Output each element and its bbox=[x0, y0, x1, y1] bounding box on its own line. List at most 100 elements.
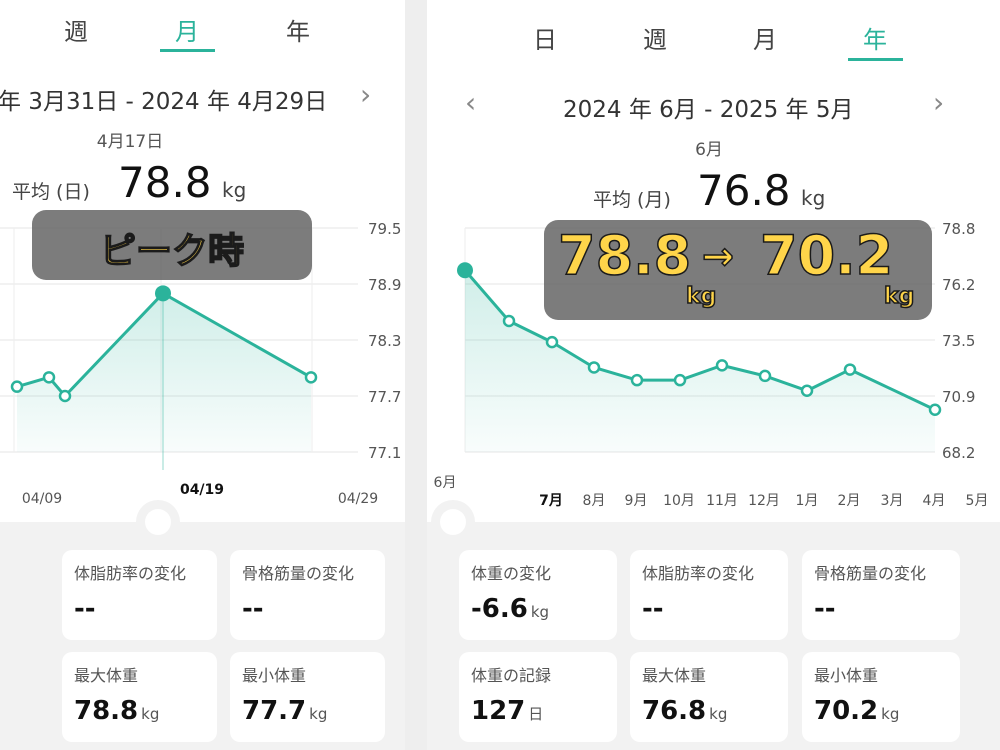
data-point bbox=[928, 403, 942, 416]
x-tick-label: 11月 bbox=[706, 493, 738, 509]
card-title: 体脂肪率の変化 bbox=[74, 564, 187, 583]
data-point-selected bbox=[457, 262, 473, 279]
data-point bbox=[58, 389, 72, 403]
card-value: -- bbox=[814, 594, 836, 624]
card-value: 127 日 bbox=[471, 696, 544, 726]
x-tick-label: 12月 bbox=[748, 493, 780, 509]
tab-year[interactable]: 年 bbox=[286, 18, 310, 46]
active-tab-underline bbox=[160, 49, 215, 52]
card-title: 体重の記録 bbox=[471, 666, 552, 685]
tab-day[interactable]: 日 bbox=[533, 26, 557, 54]
stats-area: 体重の変化 -6.6 kg 体脂肪率の変化 -- 骨格筋量の変化 -- 体重の記録… bbox=[427, 500, 1000, 750]
caption-from-unit: kg bbox=[685, 283, 717, 310]
x-tick-label: 7月 bbox=[539, 493, 563, 509]
x-tick-label: 8月 bbox=[582, 493, 606, 509]
stat-card-body-fat-change[interactable]: 体脂肪率の変化 -- bbox=[630, 550, 788, 640]
card-title: 骨格筋量の変化 bbox=[242, 564, 355, 583]
active-tab-underline bbox=[848, 58, 903, 61]
y-tick-label: 78.3 bbox=[368, 332, 402, 350]
card-value: -- bbox=[242, 594, 264, 624]
date-range-label: 2024 年 6月 - 2025 年 5月 bbox=[563, 97, 854, 123]
tab-month[interactable]: 月 bbox=[175, 18, 199, 46]
x-tick-label: 04/09 bbox=[21, 491, 63, 507]
data-point bbox=[545, 335, 559, 349]
date-range-label: 年 3月31日 - 2024 年 4月29日 bbox=[0, 89, 328, 115]
scroll-handle[interactable] bbox=[431, 500, 475, 544]
x-tick-label: 6月 bbox=[433, 475, 457, 491]
right-weight-panel: 日 週 月 年 ‹ 2024 年 6月 - 2025 年 5月 › 6月 平均 … bbox=[427, 0, 1000, 750]
prev-period-chevron-icon[interactable]: ‹ bbox=[465, 86, 477, 119]
card-value: 76.8 kg bbox=[642, 696, 728, 726]
data-point bbox=[587, 361, 601, 374]
card-title: 骨格筋量の変化 bbox=[814, 564, 927, 583]
caption-to-value: 70.2 bbox=[759, 223, 894, 288]
weight-change-caption-overlay: 78.8 → 70.2 kg kg bbox=[544, 220, 932, 320]
card-title: 体重の変化 bbox=[471, 564, 552, 583]
y-tick-label: 70.9 bbox=[942, 388, 976, 406]
x-tick-label: 4月 bbox=[922, 493, 946, 509]
stat-card-body-fat-change[interactable]: 体脂肪率の変化 -- bbox=[62, 550, 217, 640]
left-weight-panel: 週 月 年 年 3月31日 - 2024 年 4月29日 › 4月17日 平均 … bbox=[0, 0, 405, 750]
stat-card-min-weight[interactable]: 最小体重 77.7 kg bbox=[230, 652, 385, 742]
card-value: -- bbox=[642, 594, 664, 624]
stat-card-muscle-change[interactable]: 骨格筋量の変化 -- bbox=[230, 550, 385, 640]
y-tick-label: 78.9 bbox=[368, 276, 402, 294]
stat-card-max-weight[interactable]: 最大体重 78.8 kg bbox=[62, 652, 217, 742]
card-value: 78.8 kg bbox=[74, 696, 160, 726]
card-title: 最大体重 bbox=[642, 666, 707, 685]
average-value: 78.8 bbox=[118, 158, 212, 207]
data-point-selected bbox=[155, 285, 171, 302]
data-point bbox=[758, 369, 772, 383]
data-point bbox=[304, 371, 318, 384]
series-area bbox=[465, 270, 935, 452]
card-title: 最大体重 bbox=[74, 666, 139, 685]
next-period-chevron-icon[interactable]: › bbox=[360, 78, 372, 111]
caption-arrow: → bbox=[701, 233, 734, 279]
card-value: -6.6 kg bbox=[471, 594, 550, 624]
next-period-chevron-icon[interactable]: › bbox=[933, 86, 945, 119]
average-unit: kg bbox=[801, 186, 826, 210]
x-tick-label: 5月 bbox=[965, 493, 989, 509]
scroll-handle[interactable] bbox=[136, 500, 180, 544]
data-point bbox=[502, 314, 516, 328]
x-tick-label: 9月 bbox=[624, 493, 648, 509]
tab-week[interactable]: 週 bbox=[643, 26, 667, 54]
peak-caption-overlay: ピーク時 bbox=[32, 210, 312, 280]
card-title: 最小体重 bbox=[814, 666, 879, 685]
card-title: 体脂肪率の変化 bbox=[642, 564, 755, 583]
data-point bbox=[10, 380, 24, 393]
selected-date: 4月17日 bbox=[96, 132, 164, 152]
stat-card-muscle-change[interactable]: 骨格筋量の変化 -- bbox=[802, 550, 960, 640]
y-tick-label: 73.5 bbox=[942, 332, 976, 350]
x-tick-label: 1月 bbox=[795, 493, 819, 509]
card-value: -- bbox=[74, 594, 96, 624]
data-point bbox=[800, 384, 814, 397]
average-unit: kg bbox=[222, 178, 247, 202]
stat-card-min-weight[interactable]: 最小体重 70.2 kg bbox=[802, 652, 960, 742]
average-value: 76.8 bbox=[697, 166, 791, 215]
data-point bbox=[843, 363, 857, 376]
caption-to-unit: kg bbox=[883, 283, 915, 310]
x-tick-label: 3月 bbox=[880, 493, 904, 509]
tab-week[interactable]: 週 bbox=[64, 18, 88, 46]
card-title: 最小体重 bbox=[242, 666, 307, 685]
tab-year[interactable]: 年 bbox=[863, 26, 887, 54]
data-point bbox=[715, 359, 729, 372]
stat-card-weight-change[interactable]: 体重の変化 -6.6 kg bbox=[459, 550, 617, 640]
x-tick-label-selected: 04/19 bbox=[179, 482, 225, 498]
stats-area: 体脂肪率の変化 -- 骨格筋量の変化 -- 最大体重 78.8 kg 最小体重 7… bbox=[0, 500, 405, 750]
caption-from-value: 78.8 bbox=[557, 223, 692, 288]
x-tick-label: 04/29 bbox=[337, 491, 379, 507]
selected-date: 6月 bbox=[695, 140, 723, 160]
tab-month[interactable]: 月 bbox=[753, 26, 777, 54]
x-tick-label: 10月 bbox=[663, 493, 695, 509]
card-value: 77.7 kg bbox=[242, 696, 328, 726]
stat-card-record-days[interactable]: 体重の記録 127 日 bbox=[459, 652, 617, 742]
stat-card-max-weight[interactable]: 最大体重 76.8 kg bbox=[630, 652, 788, 742]
y-tick-label: 76.2 bbox=[942, 276, 976, 294]
x-tick-label: 2月 bbox=[837, 493, 861, 509]
peak-caption-text: ピーク時 bbox=[99, 230, 245, 273]
data-point bbox=[630, 373, 644, 387]
y-tick-label: 77.7 bbox=[368, 388, 402, 406]
data-point bbox=[673, 373, 687, 387]
